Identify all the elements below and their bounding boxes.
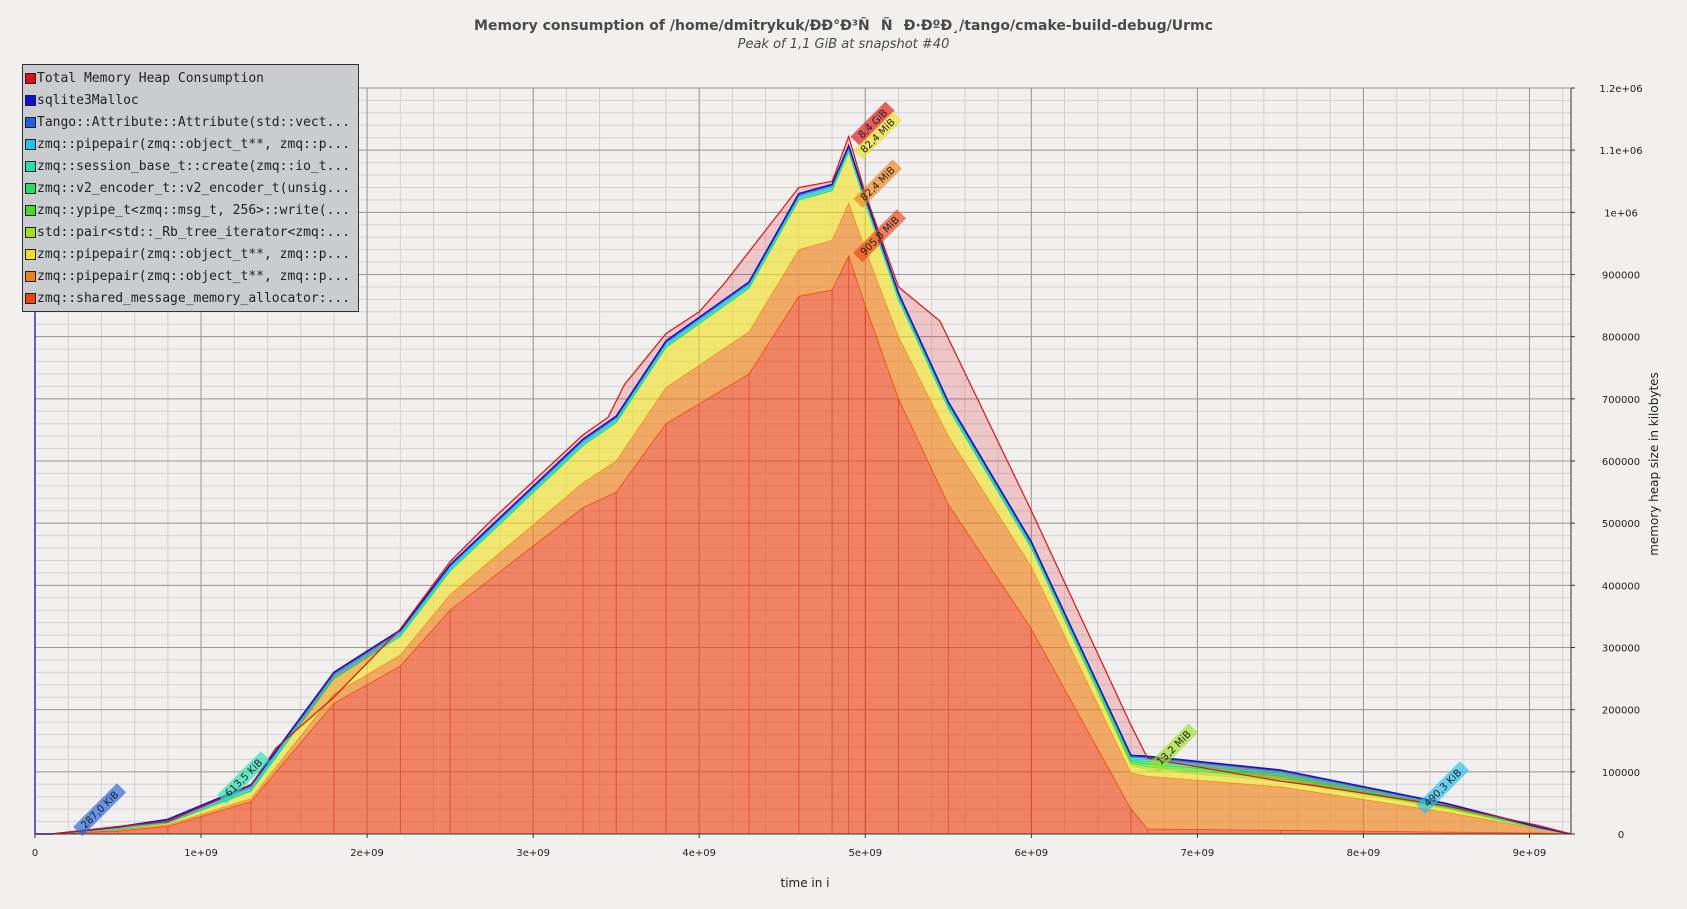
peak-label-bg [73, 783, 127, 837]
y-tick-label: 1e+06 [1604, 208, 1638, 219]
y-tick-label: 100000 [1602, 768, 1640, 779]
x-tick-label: 7e+09 [1181, 848, 1215, 859]
legend-swatch [25, 270, 36, 282]
legend-swatch [25, 182, 36, 194]
chart-subtitle: Peak of 1,1 GiB at snapshot #40 [737, 37, 950, 52]
legend-label: zmq::ypipe_t<zmq::msg_t, 256>::write(... [37, 202, 351, 218]
y-axis-label: memory heap size in kilobytes [1647, 372, 1661, 556]
x-tick-label: 8e+09 [1347, 848, 1381, 859]
stacked-areas [35, 143, 1572, 835]
legend: Total Memory Heap Consumption sqlite3Mall… [22, 64, 359, 312]
legend-item: zmq::shared_message_memory_allocator:... [25, 287, 358, 309]
legend-label: zmq::pipepair(zmq::object_t**, zmq::p... [37, 136, 351, 152]
legend-swatch [25, 160, 36, 172]
peak-label-bg [1149, 723, 1198, 772]
y-tick-label: 400000 [1602, 581, 1640, 592]
x-tick-label: 4e+09 [682, 848, 716, 859]
legend-swatch [25, 248, 36, 260]
legend-item: zmq::session_base_t::create(zmq::io_t... [25, 155, 358, 177]
y-tick-label: 200000 [1602, 706, 1640, 717]
chart-title: Memory consumption of /home/dmitrykuk/ÐÐ… [474, 18, 1213, 34]
total-line [35, 134, 1572, 835]
y-tick-label: 300000 [1602, 644, 1640, 655]
y-tick-label: 900000 [1602, 271, 1640, 282]
legend-label: Total Memory Heap Consumption [37, 70, 264, 86]
x-tick-label: 6e+09 [1015, 848, 1049, 859]
legend-item: zmq::pipepair(zmq::object_t**, zmq::p... [25, 265, 358, 287]
x-tick-label: 2e+09 [350, 848, 384, 859]
x-tick-label: 9e+09 [1513, 848, 1547, 859]
peak-label-bg [853, 209, 907, 263]
legend-label: sqlite3Malloc [37, 92, 139, 108]
legend-label: zmq::pipepair(zmq::object_t**, zmq::p... [37, 268, 351, 284]
x-axis-label: time in i [780, 876, 829, 890]
legend-item: sqlite3Malloc [25, 89, 358, 111]
legend-swatch [25, 94, 36, 106]
total-series [35, 134, 1572, 835]
legend-item: Tango::Attribute::Attribute(std::vect... [25, 111, 358, 133]
peak-label-bg [217, 751, 271, 805]
area-series-0 [35, 255, 1571, 834]
peak-label-bg [853, 159, 902, 208]
x-tick-label: 1e+09 [184, 848, 218, 859]
legend-swatch [25, 292, 36, 304]
legend-item: zmq::v2_encoder_t::v2_encoder_t(unsig... [25, 177, 358, 199]
y-tick-label: 1.2e+06 [1599, 84, 1642, 95]
y-tick-label: 0 [1618, 830, 1624, 841]
x-tick-label: 0 [32, 848, 38, 859]
legend-swatch [25, 204, 36, 216]
legend-label: std::pair<std::_Rb_tree_iterator<zmq:... [37, 224, 351, 240]
legend-swatch [25, 138, 36, 150]
legend-item: zmq::pipepair(zmq::object_t**, zmq::p... [25, 133, 358, 155]
legend-item: zmq::pipepair(zmq::object_t**, zmq::p... [25, 243, 358, 265]
legend-label: Tango::Attribute::Attribute(std::vect... [37, 114, 351, 130]
peak-label-bg [1416, 761, 1470, 815]
y-tick-label: 600000 [1602, 457, 1640, 468]
y-tick-label: 700000 [1602, 395, 1640, 406]
y-tick-label: 1.1e+06 [1599, 146, 1642, 157]
x-tick-label: 3e+09 [516, 848, 550, 859]
legend-label: zmq::shared_message_memory_allocator:... [37, 290, 351, 306]
legend-label: zmq::v2_encoder_t::v2_encoder_t(unsig... [37, 180, 351, 196]
peak-label-bg [850, 101, 895, 146]
legend-item: zmq::ypipe_t<zmq::msg_t, 256>::write(... [25, 199, 358, 221]
peak-label-text: 287,0 KiB [79, 789, 121, 831]
legend-label: zmq::pipepair(zmq::object_t**, zmq::p... [37, 246, 351, 262]
legend-swatch [25, 116, 36, 128]
peak-label-bg [853, 111, 902, 160]
y-tick-label: 500000 [1602, 519, 1640, 530]
x-tick-label: 5e+09 [848, 848, 882, 859]
y-tick-label: 800000 [1602, 333, 1640, 344]
legend-item: Total Memory Heap Consumption [25, 67, 358, 89]
legend-item: std::pair<std::_Rb_tree_iterator<zmq:... [25, 221, 358, 243]
legend-label: zmq::session_base_t::create(zmq::io_t... [37, 158, 351, 174]
legend-swatch [25, 226, 36, 238]
legend-swatch [25, 72, 36, 84]
